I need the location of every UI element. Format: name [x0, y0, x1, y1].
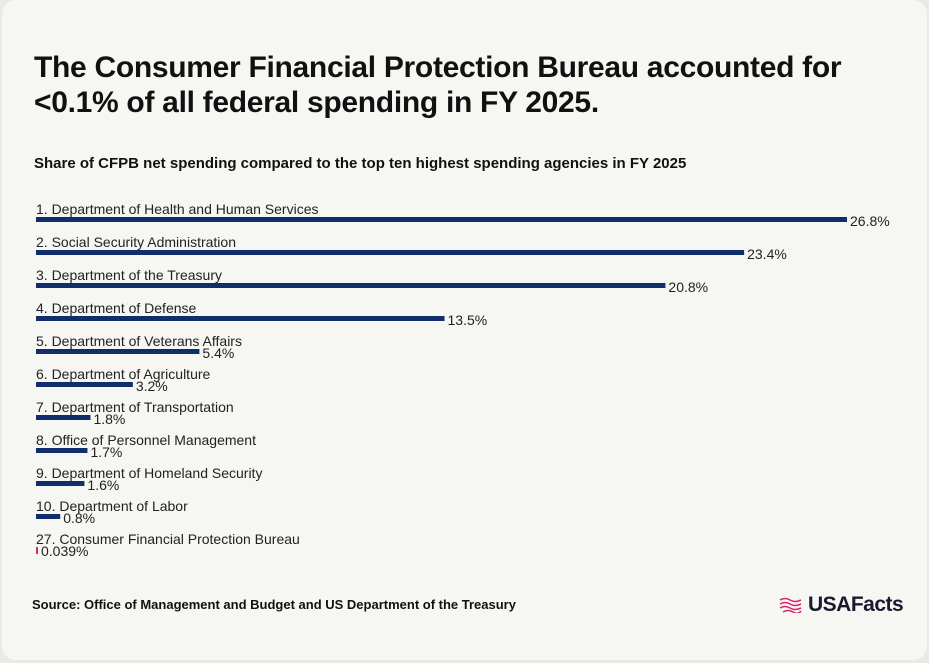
value-label: 5.4%	[202, 345, 234, 361]
logo-text: USAFacts	[808, 593, 904, 616]
category-label: 10. Department of Labor	[36, 498, 188, 514]
category-label: 3. Department of the Treasury	[36, 267, 222, 283]
bar	[36, 448, 88, 453]
bar	[36, 547, 38, 554]
usafacts-logo: USAFacts	[779, 592, 904, 618]
bar	[36, 250, 745, 255]
category-label: 4. Department of Defense	[36, 300, 197, 316]
value-label: 1.7%	[90, 444, 122, 460]
value-label: 1.6%	[87, 477, 119, 493]
bar-row: 2. Social Security Administration 23.4%	[36, 234, 787, 262]
flag-icon	[779, 597, 802, 613]
value-label: 0.039%	[41, 543, 88, 559]
category-label: 9. Department of Homeland Security	[36, 465, 262, 481]
bar-row: 27. Consumer Financial Protection Bureau…	[36, 531, 300, 559]
value-label: 13.5%	[448, 312, 488, 328]
bar	[36, 481, 85, 486]
value-label: 3.2%	[136, 378, 168, 394]
bar	[36, 415, 91, 420]
category-label: 1. Department of Health and Human Servic…	[36, 201, 318, 217]
bar-row: 3. Department of the Treasury 20.8%	[36, 267, 708, 295]
bar	[36, 349, 200, 354]
source-note: Source: Office of Management and Budget …	[32, 597, 516, 612]
bar-row: 1. Department of Health and Human Servic…	[36, 201, 890, 229]
category-label: 5. Department of Veterans Affairs	[36, 333, 242, 349]
bar-row: 4. Department of Defense 13.5%	[36, 300, 487, 328]
category-label: 7. Department of Transportation	[36, 399, 234, 415]
bar	[36, 382, 133, 387]
chart-subtitle: Share of CFPB net spending compared to t…	[34, 155, 687, 172]
value-label: 20.8%	[668, 279, 708, 295]
bar	[36, 316, 445, 321]
value-label: 23.4%	[747, 246, 787, 262]
value-label: 0.8%	[63, 510, 95, 526]
category-label: 8. Office of Personnel Management	[36, 432, 256, 448]
bar	[36, 514, 61, 519]
category-label: 2. Social Security Administration	[36, 234, 236, 250]
category-label: 27. Consumer Financial Protection Bureau	[36, 531, 300, 547]
bar	[36, 283, 666, 288]
value-label: 26.8%	[850, 213, 890, 229]
category-label: 6. Department of Agriculture	[36, 366, 211, 382]
value-label: 1.8%	[93, 411, 125, 427]
bar-chart: 1. Department of Health and Human Servic…	[36, 201, 890, 559]
chart-title: The Consumer Financial Protection Bureau…	[34, 51, 842, 119]
bar	[36, 217, 847, 222]
